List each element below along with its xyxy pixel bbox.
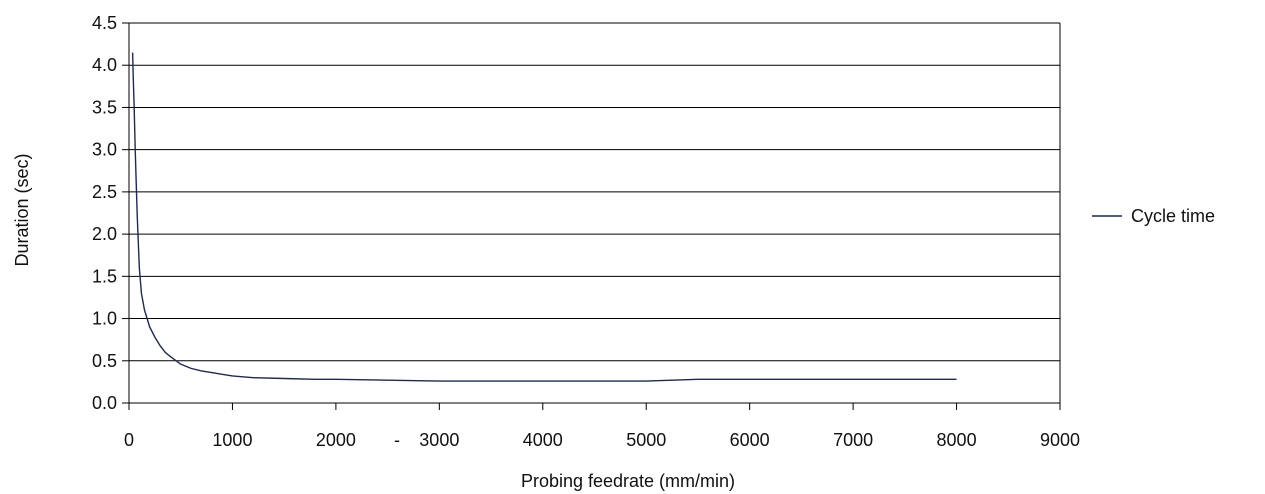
y-tick-label-3.0: 3.0 (92, 140, 117, 160)
x-tick-label-8000: 8000 (937, 430, 977, 450)
x-tick-label-1000: 1000 (212, 430, 252, 450)
series-line-cycle-time (131, 52, 957, 382)
y-tick-label-0.5: 0.5 (92, 351, 117, 371)
x-tick-label-7000: 7000 (833, 430, 873, 450)
y-tick-label-4.5: 4.5 (92, 13, 117, 33)
x-tick-labels: 0 1000 2000 3000 4000 5000 6000 7000 8000 9000 (124, 430, 1080, 450)
x-tick-label-4000: 4000 (523, 430, 563, 450)
x-axis-title: Probing feedrate (mm/min) (521, 471, 735, 491)
series-layer (131, 52, 957, 382)
legend: Cycle time (1092, 206, 1215, 226)
gridlines (129, 22, 1061, 403)
y-tick-label-4.0: 4.0 (92, 55, 117, 75)
axes (122, 22, 1061, 410)
x-tick-label-3000: 3000 (419, 430, 459, 450)
legend-label-cycle-time: Cycle time (1131, 206, 1215, 226)
x-tick-label-0: 0 (124, 430, 134, 450)
axis-annotation-dash: - (394, 430, 400, 450)
y-tick-label-1.0: 1.0 (92, 309, 117, 329)
y-tick-labels: 0.0 0.5 1.0 1.5 2.0 2.5 3.0 3.5 4.0 4.5 (92, 13, 117, 413)
y-tick-label-2.0: 2.0 (92, 224, 117, 244)
y-tick-label-0.0: 0.0 (92, 393, 117, 413)
x-tick-label-9000: 9000 (1040, 430, 1080, 450)
x-tick-label-6000: 6000 (730, 430, 770, 450)
y-tick-label-3.5: 3.5 (92, 97, 117, 117)
x-tick-label-5000: 5000 (626, 430, 666, 450)
x-tick-label-2000: 2000 (316, 430, 356, 450)
y-tick-label-2.5: 2.5 (92, 182, 117, 202)
y-axis-title: Duration (sec) (12, 153, 32, 266)
y-tick-label-1.5: 1.5 (92, 266, 117, 286)
